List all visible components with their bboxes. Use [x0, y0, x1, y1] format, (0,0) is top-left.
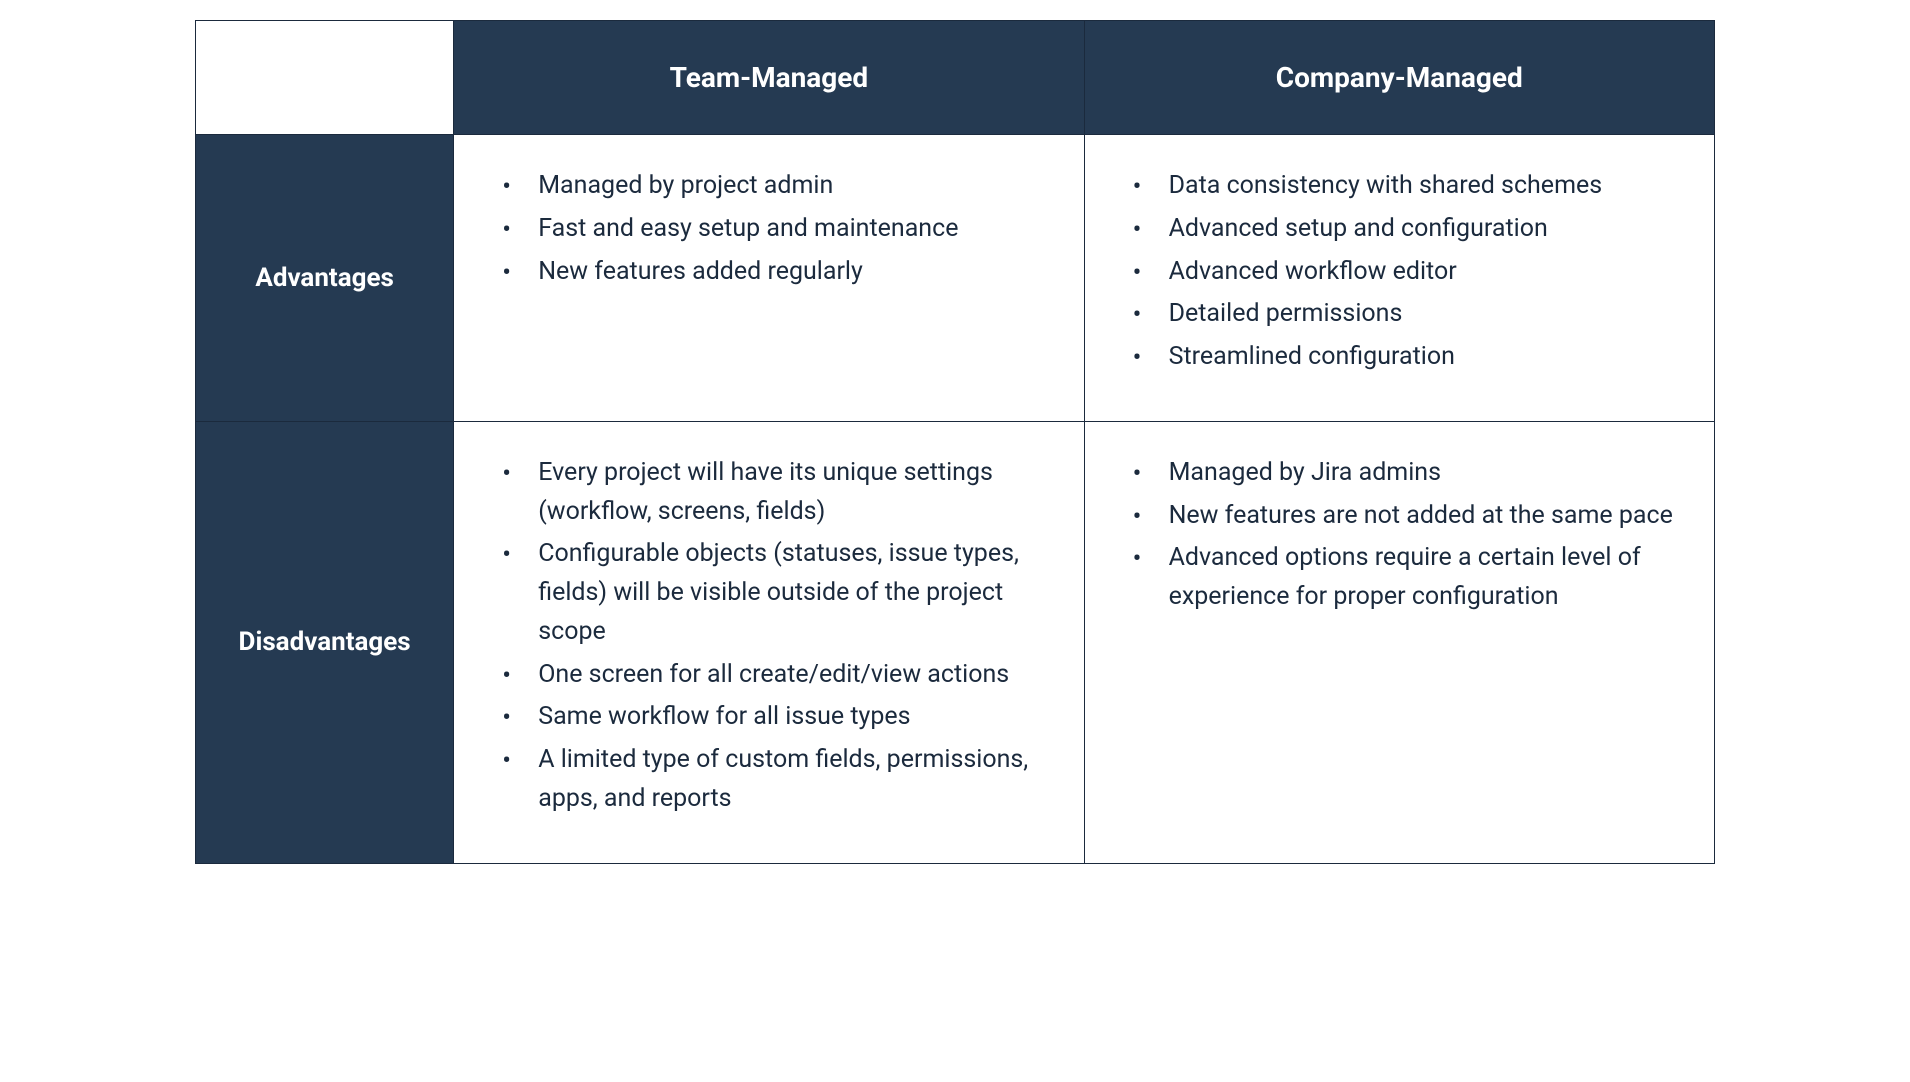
column-header-team-managed: Team-Managed	[454, 21, 1084, 135]
list-item: Every project will have its unique setti…	[490, 454, 1047, 532]
list-item: A limited type of custom fields, permiss…	[490, 741, 1047, 819]
column-header-company-managed: Company-Managed	[1084, 21, 1714, 135]
list-item: Advanced workflow editor	[1121, 253, 1678, 292]
list-advantages-team: Managed by project admin Fast and easy s…	[490, 167, 1047, 291]
cell-disadvantages-company: Managed by Jira admins New features are …	[1084, 421, 1714, 863]
list-item: Configurable objects (statuses, issue ty…	[490, 535, 1047, 651]
list-item: New features added regularly	[490, 253, 1047, 292]
cell-advantages-team: Managed by project admin Fast and easy s…	[454, 135, 1084, 422]
table-row-disadvantages: Disadvantages Every project will have it…	[196, 421, 1715, 863]
list-item: Advanced options require a certain level…	[1121, 539, 1678, 617]
list-item: Managed by Jira admins	[1121, 454, 1678, 493]
list-item: Managed by project admin	[490, 167, 1047, 206]
cell-disadvantages-team: Every project will have its unique setti…	[454, 421, 1084, 863]
table-corner-cell	[196, 21, 454, 135]
list-item: Same workflow for all issue types	[490, 698, 1047, 737]
list-disadvantages-team: Every project will have its unique setti…	[490, 454, 1047, 819]
comparison-table-wrapper: Team-Managed Company-Managed Advantages …	[195, 20, 1715, 864]
list-item: Fast and easy setup and maintenance	[490, 210, 1047, 249]
cell-advantages-company: Data consistency with shared schemes Adv…	[1084, 135, 1714, 422]
list-item: One screen for all create/edit/view acti…	[490, 656, 1047, 695]
list-disadvantages-company: Managed by Jira admins New features are …	[1121, 454, 1678, 617]
list-item: Streamlined configuration	[1121, 338, 1678, 377]
list-item: Advanced setup and configuration	[1121, 210, 1678, 249]
list-item: New features are not added at the same p…	[1121, 497, 1678, 536]
table-header-row: Team-Managed Company-Managed	[196, 21, 1715, 135]
list-item: Detailed permissions	[1121, 295, 1678, 334]
comparison-table: Team-Managed Company-Managed Advantages …	[195, 20, 1715, 864]
list-item: Data consistency with shared schemes	[1121, 167, 1678, 206]
row-header-advantages: Advantages	[196, 135, 454, 422]
row-header-disadvantages: Disadvantages	[196, 421, 454, 863]
table-row-advantages: Advantages Managed by project admin Fast…	[196, 135, 1715, 422]
list-advantages-company: Data consistency with shared schemes Adv…	[1121, 167, 1678, 377]
